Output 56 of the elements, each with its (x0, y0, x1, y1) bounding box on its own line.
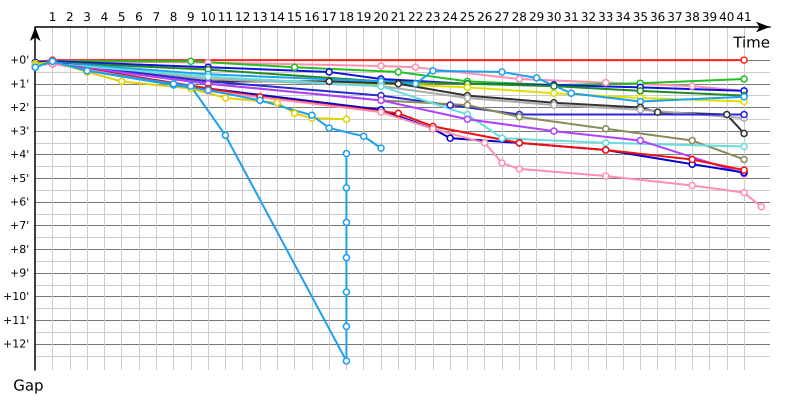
x-tick-label: 18 (338, 10, 354, 24)
x-axis-title: Time (732, 34, 770, 52)
x-tick-label: 15 (286, 10, 302, 24)
x-tick-label: 14 (270, 10, 285, 24)
x-tick-label: 23 (425, 10, 441, 24)
y-tick-label: +3' (10, 124, 30, 138)
x-tick-label: 1 (48, 10, 56, 24)
y-tick-label: +4' (10, 148, 30, 162)
x-tick-label: 26 (477, 10, 492, 24)
x-tick-label: 22 (408, 10, 424, 24)
x-tick-label: 19 (356, 10, 372, 24)
x-tick-label: 4 (100, 10, 108, 24)
x-tick-label: 2 (66, 10, 74, 24)
y-axis-title: Gap (13, 376, 44, 394)
y-tick-label: +7' (10, 219, 30, 232)
x-tick-label: 34 (615, 10, 631, 24)
x-tick-label: 6 (135, 10, 143, 24)
x-tick-label: 27 (494, 10, 510, 24)
x-tick-label: 20 (373, 10, 389, 24)
x-tick-label: 36 (650, 10, 666, 24)
x-tick-label: 7 (152, 10, 160, 24)
x-tick-label: 13 (252, 10, 268, 24)
y-tick-label: +5' (10, 172, 30, 185)
y-tick-label: +9' (10, 266, 30, 280)
x-tick-label: 16 (304, 10, 320, 24)
x-tick-label: 24 (442, 10, 458, 24)
y-tick-label: +0' (10, 54, 30, 67)
x-tick-label: 9 (187, 10, 195, 24)
x-tick-label: 37 (667, 10, 683, 24)
y-tick-label: +10' (2, 290, 30, 304)
x-tick-label: 35 (632, 10, 648, 24)
y-tick-label: +8' (10, 242, 30, 256)
x-tick-label: 33 (598, 10, 614, 24)
y-tick-label: +6' (10, 196, 30, 209)
x-tick-label: 38 (684, 10, 700, 24)
x-tick-label: 32 (580, 10, 596, 24)
x-tick-label: 30 (546, 10, 562, 24)
x-tick-label: 29 (528, 10, 544, 24)
x-tick-label: 25 (460, 10, 476, 24)
x-tick-label: 31 (564, 10, 579, 24)
x-tick-label: 8 (170, 10, 178, 24)
y-tick-label: +11' (2, 314, 30, 327)
x-tick-label: 11 (218, 10, 234, 24)
x-tick-label: 5 (118, 10, 126, 24)
x-tick-label: 40 (719, 10, 734, 24)
x-tick-label: 39 (702, 10, 718, 24)
x-tick-label: 28 (512, 10, 527, 24)
x-tick-label: 12 (235, 10, 250, 24)
y-tick-label: +12' (2, 337, 30, 350)
x-tick-label: 3 (83, 10, 91, 24)
x-tick-label: 21 (390, 10, 406, 24)
y-tick-label: +2' (10, 100, 30, 114)
y-tick-label: +1' (10, 77, 30, 90)
x-tick-label: 17 (322, 10, 337, 24)
x-tick-label: 41 (736, 10, 752, 24)
x-tick-label: 10 (200, 10, 216, 24)
